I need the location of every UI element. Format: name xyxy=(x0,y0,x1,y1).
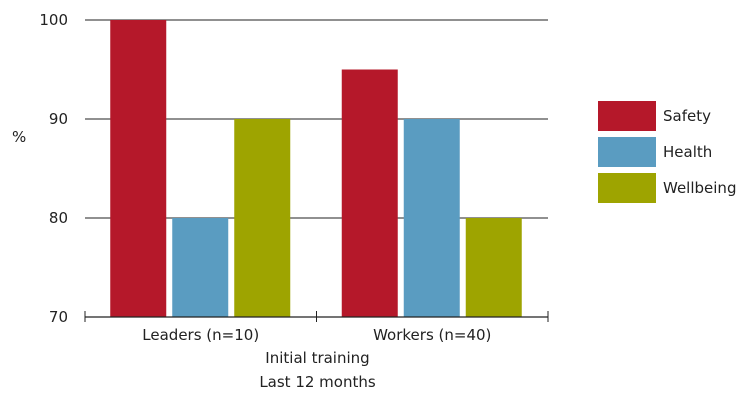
legend-item-health: Health xyxy=(598,134,736,169)
y-axis-label: % xyxy=(12,128,26,146)
y-axis-tick-labels: 70 80 90 100 xyxy=(39,11,68,326)
x-tick-label-leaders: Leaders (n=10) xyxy=(142,326,259,344)
bar-safety-workers xyxy=(341,69,398,317)
bars xyxy=(110,20,522,317)
bar-wellbeing-workers xyxy=(465,218,522,317)
y-tick-label-80: 80 xyxy=(49,209,68,227)
legend-swatch-wellbeing xyxy=(598,172,656,203)
bar-health-leaders xyxy=(172,218,229,317)
x-axis-title-line-2: Last 12 months xyxy=(259,373,376,391)
y-tick-label-70: 70 xyxy=(49,308,68,326)
x-axis-title-line-1: Initial training xyxy=(265,349,369,367)
legend-swatch-health xyxy=(598,136,656,167)
bar-health-workers xyxy=(403,119,460,317)
bar-wellbeing-leaders xyxy=(234,119,291,317)
y-tick-label-100: 100 xyxy=(39,11,68,29)
legend-item-safety: Safety xyxy=(598,98,736,133)
x-tick-label-workers: Workers (n=40) xyxy=(373,326,491,344)
legend-label-safety: Safety xyxy=(663,106,711,125)
x-axis xyxy=(84,311,549,322)
bar-safety-leaders xyxy=(110,20,167,317)
legend-label-wellbeing: Wellbeing xyxy=(663,178,737,197)
legend: Safety Health Wellbeing xyxy=(598,98,736,205)
y-tick-label-90: 90 xyxy=(49,110,68,128)
legend-label-health: Health xyxy=(663,142,713,161)
legend-item-wellbeing: Wellbeing xyxy=(598,170,736,205)
x-axis-tick-labels: Leaders (n=10) Workers (n=40) xyxy=(142,326,491,344)
legend-swatch-safety xyxy=(598,100,656,131)
